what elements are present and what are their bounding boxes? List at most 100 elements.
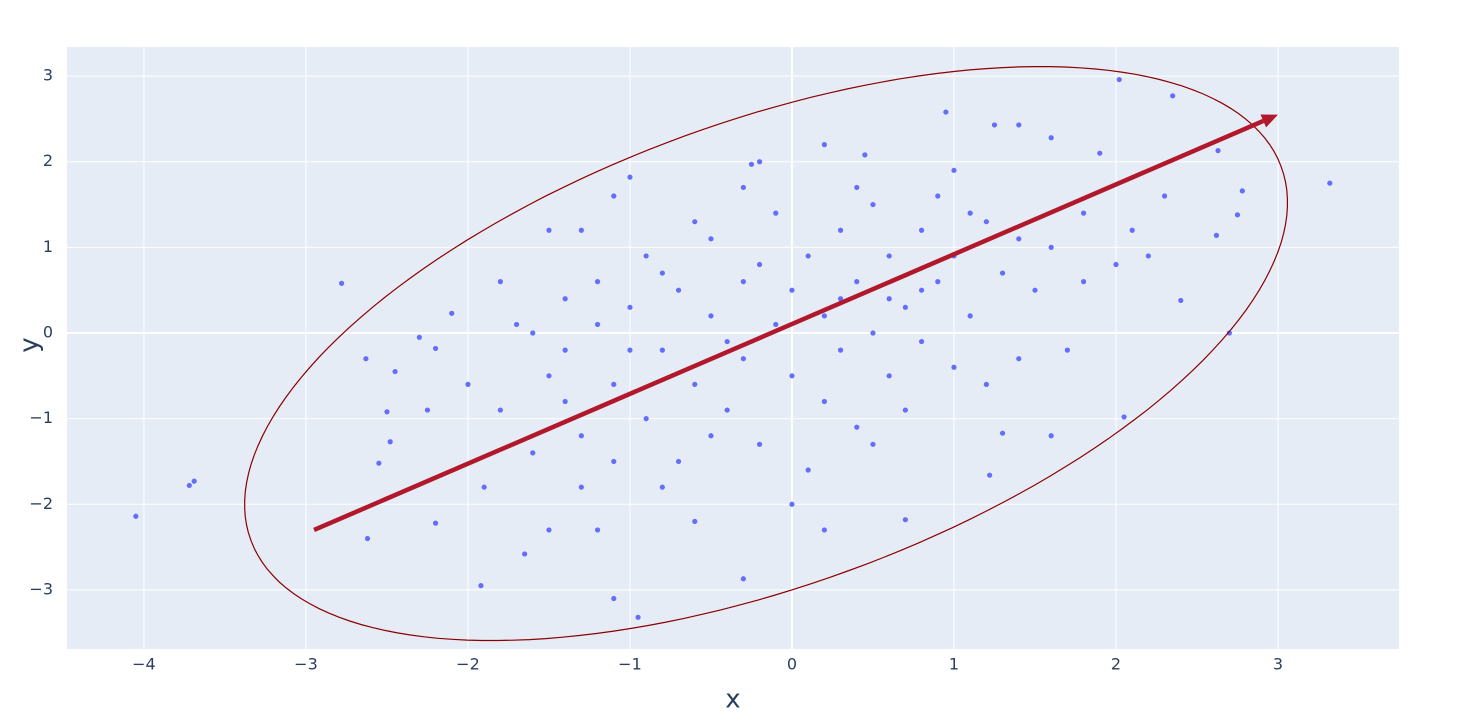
point xyxy=(967,313,973,319)
point xyxy=(821,313,827,319)
point xyxy=(756,261,763,268)
point xyxy=(562,296,568,302)
point xyxy=(789,373,795,379)
point xyxy=(611,381,617,387)
point xyxy=(562,398,568,405)
x-tick-label: 0 xyxy=(787,655,797,674)
point xyxy=(384,409,390,415)
point xyxy=(1048,244,1054,250)
point xyxy=(756,159,763,165)
point xyxy=(987,472,993,478)
point xyxy=(594,527,601,533)
marks xyxy=(133,66,1333,642)
x-tick-label: 3 xyxy=(1273,655,1283,674)
point xyxy=(611,595,617,602)
point xyxy=(999,270,1006,276)
x-tick-label: 1 xyxy=(949,655,959,674)
point xyxy=(1327,180,1333,186)
point xyxy=(708,313,714,319)
point xyxy=(902,407,908,413)
point xyxy=(854,184,860,191)
point xyxy=(724,407,730,413)
point xyxy=(1016,122,1022,128)
point xyxy=(643,416,649,422)
point xyxy=(1016,356,1022,362)
point xyxy=(748,161,755,167)
point xyxy=(886,373,892,379)
point xyxy=(546,373,552,379)
point xyxy=(740,279,746,285)
point xyxy=(999,430,1006,436)
point xyxy=(449,310,455,316)
point xyxy=(805,467,811,473)
point xyxy=(497,407,503,413)
point xyxy=(854,424,860,430)
point xyxy=(740,576,746,582)
point xyxy=(191,478,197,484)
x-axis-title: x xyxy=(725,685,740,715)
arrow-shaft xyxy=(313,118,1265,533)
point xyxy=(1064,347,1070,353)
point xyxy=(627,347,633,353)
point xyxy=(724,338,730,345)
point xyxy=(918,287,925,293)
point xyxy=(675,458,682,465)
point xyxy=(1116,76,1122,83)
point xyxy=(432,520,439,526)
point xyxy=(478,583,484,589)
point xyxy=(497,279,503,285)
point xyxy=(522,551,528,557)
point xyxy=(546,527,552,533)
point xyxy=(392,368,398,375)
y-tick-label: 1 xyxy=(43,237,53,256)
point xyxy=(805,253,811,259)
point xyxy=(530,330,536,336)
point xyxy=(465,381,471,387)
ellipse xyxy=(244,66,1288,642)
point xyxy=(611,193,617,199)
point xyxy=(659,347,665,353)
point xyxy=(708,236,714,242)
point xyxy=(821,527,827,533)
point xyxy=(991,122,998,128)
y-tick-label: 2 xyxy=(43,151,53,170)
point xyxy=(578,484,584,490)
point xyxy=(338,280,345,286)
point xyxy=(935,279,941,285)
point xyxy=(773,210,779,216)
point xyxy=(740,184,746,191)
point xyxy=(659,270,665,276)
point xyxy=(983,219,989,225)
point xyxy=(692,518,698,525)
point xyxy=(1170,93,1176,99)
point xyxy=(837,347,844,353)
point xyxy=(862,152,868,158)
point xyxy=(773,321,779,328)
x-tick-label: 2 xyxy=(1111,655,1121,674)
point xyxy=(902,517,908,523)
point xyxy=(1239,188,1245,194)
point xyxy=(364,535,371,542)
point xyxy=(902,304,908,310)
point xyxy=(935,193,941,199)
point xyxy=(692,219,698,225)
point xyxy=(432,345,439,352)
point xyxy=(1145,253,1151,259)
point xyxy=(611,458,617,465)
point xyxy=(643,253,649,259)
point xyxy=(1129,227,1135,233)
point xyxy=(659,484,665,490)
point xyxy=(943,109,949,115)
point xyxy=(886,296,892,302)
point xyxy=(983,381,989,387)
point xyxy=(1097,150,1103,156)
point xyxy=(918,338,925,345)
point xyxy=(1080,210,1087,216)
point xyxy=(821,142,827,148)
y-tick-label: 0 xyxy=(43,323,53,342)
point xyxy=(918,227,925,233)
point xyxy=(1048,433,1054,439)
point xyxy=(1080,279,1087,285)
point xyxy=(513,321,520,328)
